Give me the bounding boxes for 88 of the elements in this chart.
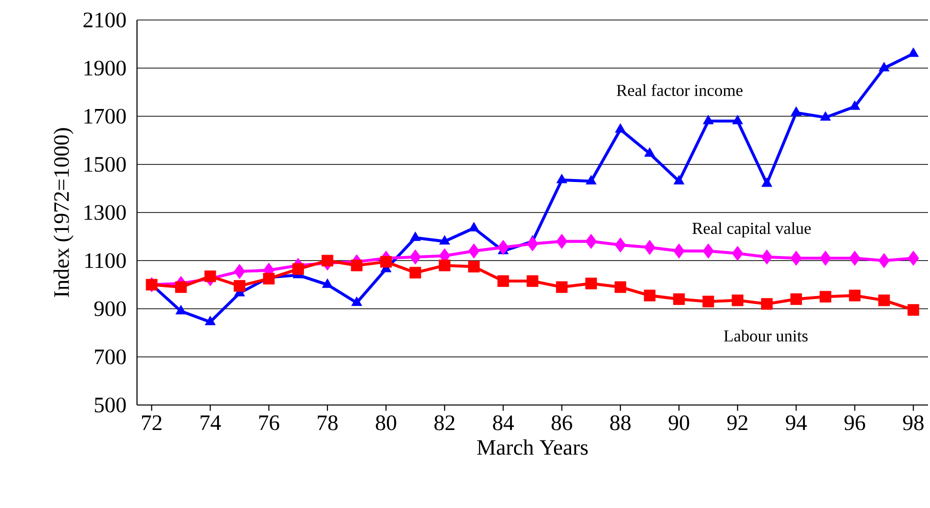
point	[263, 272, 275, 284]
point	[292, 263, 304, 275]
point	[732, 114, 743, 124]
series-label: Real capital value	[692, 222, 811, 238]
point	[848, 290, 861, 302]
y-tick-label: 2100	[84, 12, 126, 28]
point	[204, 270, 216, 282]
y-tick-label: 900	[94, 301, 126, 316]
point	[702, 114, 714, 124]
point	[761, 177, 772, 187]
point	[820, 290, 832, 303]
point	[878, 253, 890, 268]
y-tick-label: 700	[95, 349, 126, 364]
point	[908, 47, 919, 57]
point	[702, 243, 714, 259]
point	[849, 250, 860, 266]
x-tick-label: 92	[727, 415, 748, 430]
point	[644, 290, 656, 302]
point	[761, 298, 773, 310]
point	[234, 280, 246, 292]
point	[614, 237, 626, 253]
point	[410, 249, 422, 265]
point	[586, 175, 596, 184]
y-tick-label: 1900	[84, 60, 126, 76]
point	[556, 281, 568, 293]
point	[820, 250, 832, 266]
point	[702, 296, 714, 308]
point	[556, 234, 568, 249]
point	[732, 294, 744, 306]
point	[410, 266, 422, 278]
x-axis-title: March Years	[477, 439, 588, 455]
x-tick-label: 88	[610, 415, 631, 430]
point	[410, 232, 421, 241]
point	[614, 281, 626, 293]
y-tick-label: 500	[94, 398, 126, 412]
series-label: Real factor income	[616, 84, 742, 96]
point	[849, 100, 860, 110]
point	[820, 111, 831, 121]
x-tick-label: 72	[142, 415, 162, 430]
x-tick-label: 78	[318, 415, 338, 430]
point	[585, 234, 597, 249]
point	[790, 106, 802, 116]
point	[673, 243, 685, 259]
point	[790, 293, 802, 305]
point	[673, 293, 685, 305]
point	[526, 236, 538, 252]
point	[468, 260, 480, 272]
point	[644, 147, 656, 157]
x-tick-label: 90	[668, 415, 690, 430]
point	[526, 275, 538, 287]
x-tick-label: 86	[552, 415, 572, 430]
point	[674, 175, 684, 184]
point	[878, 62, 890, 72]
point	[498, 240, 509, 255]
point	[790, 250, 802, 266]
x-tick-label: 84	[493, 415, 514, 430]
point	[438, 260, 450, 272]
x-tick-label: 82	[434, 415, 454, 430]
x-tick-label: 94	[786, 415, 807, 430]
point	[761, 249, 773, 265]
x-tick-label: 80	[376, 415, 396, 430]
y-axis-title: Index (1972=1000)	[54, 128, 74, 298]
point	[439, 235, 450, 245]
point	[175, 281, 187, 293]
y-tick-label: 1300	[84, 205, 126, 220]
point	[468, 222, 480, 232]
x-tick-label: 74	[200, 415, 221, 430]
point	[350, 260, 363, 272]
series-label: Labour units	[724, 330, 808, 342]
x-tick-label: 98	[903, 415, 924, 430]
point	[644, 240, 656, 255]
point	[556, 174, 568, 184]
y-tick-label: 1700	[84, 108, 126, 124]
point	[380, 256, 392, 268]
point	[497, 275, 510, 287]
x-tick-label: 76	[259, 415, 280, 430]
y-tick-label: 1500	[84, 156, 126, 172]
point	[732, 246, 744, 261]
point	[468, 243, 480, 259]
point	[234, 264, 246, 279]
point	[585, 278, 597, 290]
point	[878, 294, 890, 306]
point	[615, 123, 626, 133]
point	[908, 304, 920, 316]
x-tick-label: 96	[844, 415, 866, 430]
y-tick-label: 1100	[85, 253, 126, 268]
point	[322, 254, 334, 266]
point	[908, 250, 920, 266]
